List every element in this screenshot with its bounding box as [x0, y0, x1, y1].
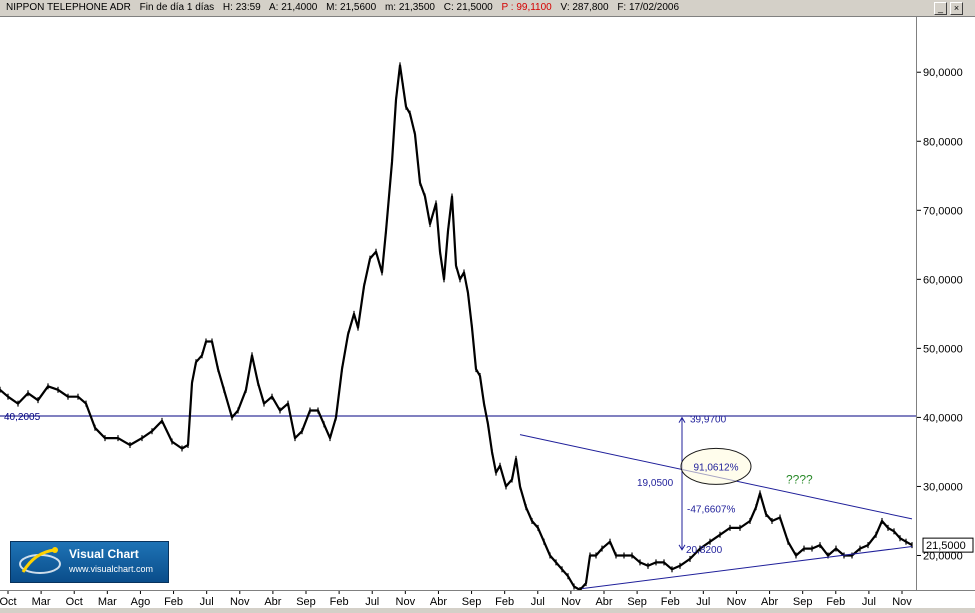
- x-tick-label: Jul: [862, 596, 876, 608]
- x-tick-label: Nov: [561, 596, 581, 608]
- measure-left-label: 19,0500: [637, 478, 674, 489]
- highlight-ellipse: [680, 447, 752, 485]
- x-tick-label: Sep: [793, 596, 813, 608]
- logo-icon: [19, 547, 61, 574]
- x-tick-label: Mar: [32, 596, 51, 608]
- x-tick-label: Sep: [627, 596, 647, 608]
- y-tick-label: 80,0000: [923, 136, 963, 148]
- high-label: M: 21,5600: [326, 2, 377, 13]
- x-tick-label: Oct: [0, 596, 17, 608]
- x-tick-label: Oct: [66, 596, 83, 608]
- period-label: Fin de día 1 días: [139, 2, 215, 13]
- close-button[interactable]: ×: [950, 2, 963, 15]
- logo-name: Visual Chart: [69, 547, 139, 561]
- x-tick-label: Abr: [430, 596, 447, 608]
- open-label: A: 21,4000: [268, 2, 318, 13]
- price-axis-svg: 90,0000 80,0000 70,0000 60,0000 50,0000 40,00…: [917, 67, 974, 562]
- date-label: F: 17/02/2006: [617, 2, 680, 13]
- x-tick-label: Feb: [826, 596, 845, 608]
- chart-plot-area[interactable]: 40,2005 39,9700 19,0500 -47,6607% 20,8200 91,…: [0, 17, 917, 593]
- date-axis: Oct Mar Oct Mar Ago Feb Jul Nov Abr Sep Feb Jul Nov A…: [0, 590, 975, 608]
- price-series-line: [0, 64, 913, 592]
- x-tick-label: Abr: [264, 596, 281, 608]
- minimize-button[interactable]: _: [934, 2, 947, 15]
- y-tick-label: 30,0000: [923, 481, 963, 493]
- x-tick-label: Nov: [396, 596, 416, 608]
- measure-mid-label: -47,6607%: [687, 505, 735, 516]
- resistance-label: 40,2005: [4, 412, 41, 423]
- x-tick-label: Nov: [230, 596, 250, 608]
- low-label: m: 21,3500: [384, 2, 435, 13]
- y-tick-label: 50,0000: [923, 343, 963, 355]
- x-tick-label: Jul: [200, 596, 214, 608]
- x-tick-label: Jul: [696, 596, 710, 608]
- x-tick-label: Ago: [131, 596, 151, 608]
- x-tick-label: Abr: [761, 596, 778, 608]
- y-tick-label: 90,0000: [923, 67, 963, 79]
- x-tick-label: Feb: [495, 596, 514, 608]
- close-label: C: 21,5000: [443, 2, 493, 13]
- y-tick-label: 40,0000: [923, 412, 963, 424]
- measure-arrow-bottom: [678, 544, 686, 551]
- trendline: [581, 546, 913, 590]
- circled-percent-label: 91,0612%: [693, 462, 738, 473]
- y-tick-label: 70,0000: [923, 205, 963, 217]
- x-tick-label: Nov: [892, 596, 912, 608]
- chart-title-bar: NIPPON TELEPHONE ADR Fin de día 1 días H…: [0, 0, 975, 17]
- hour-label: H: 23:59: [222, 2, 261, 13]
- volume-label: V: 287,800: [560, 2, 609, 13]
- pct-label: P : 99,1100: [501, 2, 552, 13]
- symbol-name: NIPPON TELEPHONE ADR: [6, 2, 131, 13]
- measure-arrow-top: [678, 416, 686, 423]
- y-tick-label: 20,0000: [923, 550, 963, 562]
- x-tick-label: Jul: [531, 596, 545, 608]
- x-tick-label: Nov: [727, 596, 747, 608]
- x-tick-label: Sep: [296, 596, 316, 608]
- logo-url: www.visualchart.com: [69, 564, 154, 574]
- x-tick-label: Feb: [661, 596, 680, 608]
- x-tick-label: Jul: [365, 596, 379, 608]
- x-tick-label: Sep: [462, 596, 482, 608]
- date-axis-svg: Oct Mar Oct Mar Ago Feb Jul Nov Abr Sep Feb Jul Nov A…: [0, 591, 912, 608]
- y-tick-label: 60,0000: [923, 274, 963, 286]
- measure-top-label: 39,9700: [690, 415, 727, 426]
- last-price-box: [922, 537, 974, 553]
- quote-header: NIPPON TELEPHONE ADR Fin de día 1 días H…: [6, 0, 685, 16]
- price-axis: 90,0000 80,0000 70,0000 60,0000 50,0000 40,00…: [917, 17, 975, 590]
- price-chart: 40,2005 39,9700 19,0500 -47,6607% 20,8200 91,…: [0, 62, 916, 593]
- x-tick-label: Mar: [98, 596, 117, 608]
- x-tick-label: Abr: [595, 596, 612, 608]
- last-price-label: 21,5000: [926, 540, 966, 552]
- x-tick-label: Feb: [330, 596, 349, 608]
- visual-chart-logo: Visual Chart www.visualchart.com: [10, 541, 169, 583]
- question-marks: ????: [786, 473, 813, 487]
- x-tick-label: Feb: [164, 596, 183, 608]
- measure-bottom-label: 20,8200: [686, 545, 723, 556]
